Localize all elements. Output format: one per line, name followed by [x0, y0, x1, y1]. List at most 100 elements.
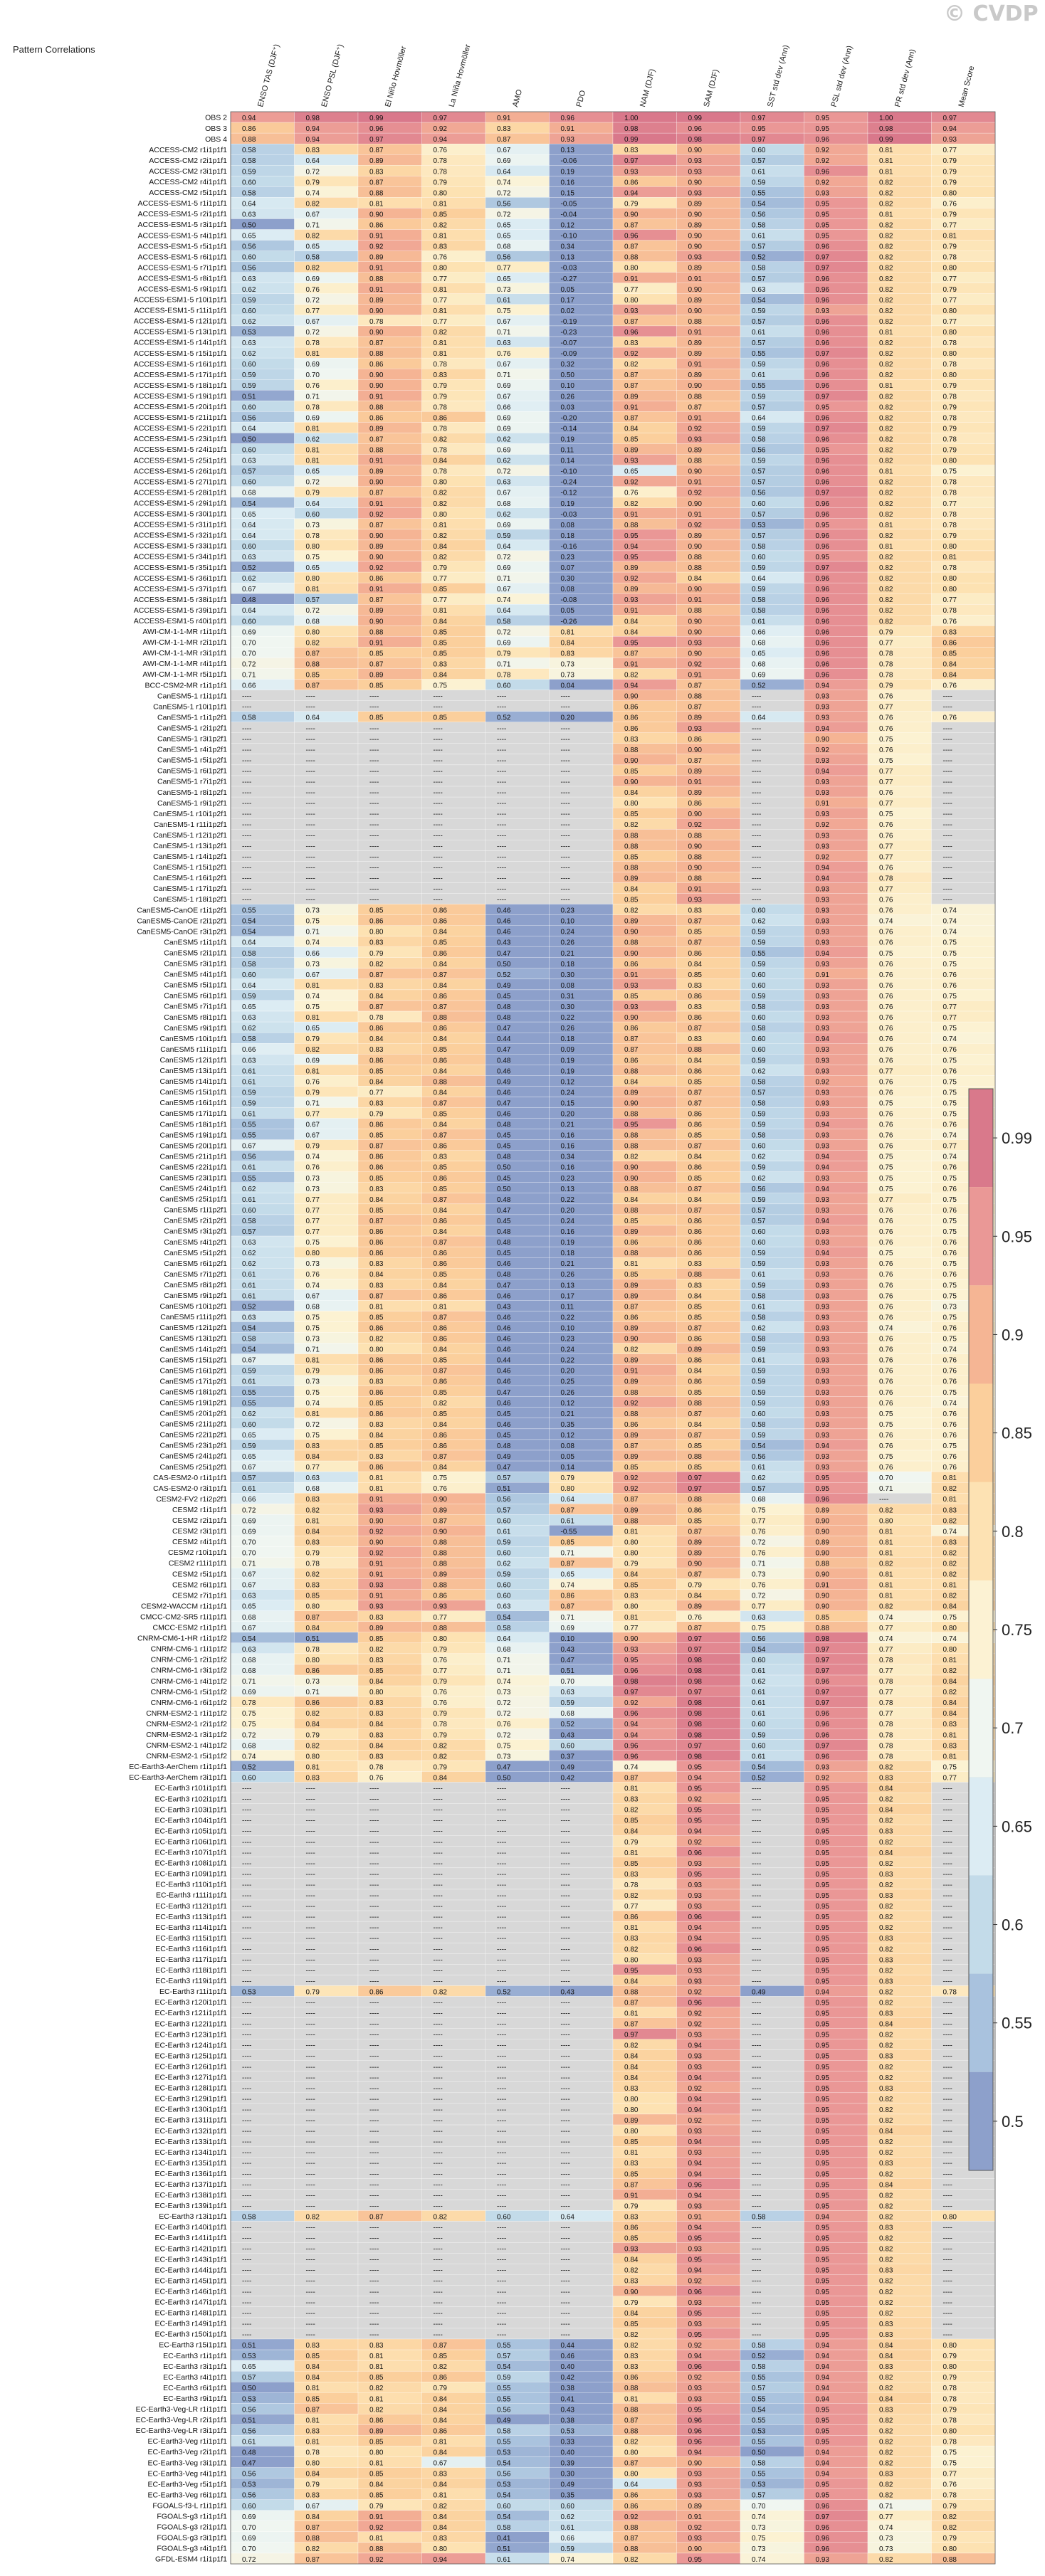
heatmap-cell	[421, 2135, 486, 2147]
heatmap-cell	[867, 872, 932, 883]
heatmap-cell	[230, 401, 295, 412]
heatmap-cell	[676, 154, 741, 166]
cell-value: 0.89	[624, 1292, 639, 1300]
cell-value: 0.88	[688, 853, 703, 861]
cell-value: 0.88	[434, 1549, 448, 1557]
heatmap-cell	[612, 1343, 677, 1354]
cell-value: 0.83	[688, 907, 703, 915]
heatmap-cell	[612, 1985, 677, 1997]
row-label: EC-Earth3 r15i1p1f1	[159, 2341, 227, 2350]
heatmap-cell	[294, 1878, 359, 1890]
heatmap-cell	[357, 604, 422, 616]
heatmap-cell	[230, 1557, 295, 1568]
heatmap-cell	[549, 743, 614, 755]
cell-value: 0.57	[752, 403, 766, 411]
heatmap-cell	[612, 754, 677, 766]
cell-value: 0.98	[688, 1657, 703, 1664]
cell-value: 0.90	[688, 179, 703, 186]
cell-value: 0.86	[688, 1067, 703, 1075]
heatmap-cell	[612, 379, 677, 391]
cell-value: 0.43	[497, 939, 511, 947]
cell-value: 0.96	[816, 243, 830, 251]
cell-value: 0.85	[688, 1175, 703, 1183]
heatmap-cell	[421, 1385, 486, 1397]
cell-value: ----	[561, 693, 570, 701]
cell-value: 0.76	[943, 1324, 957, 1332]
cell-value: ----	[561, 2074, 570, 2082]
cell-value: 0.94	[242, 115, 256, 122]
heatmap-cell	[549, 2221, 614, 2232]
heatmap-cell	[612, 1418, 677, 1430]
cell-value: 0.66	[497, 403, 511, 411]
heatmap-cell	[931, 571, 996, 584]
heatmap-cell	[357, 796, 422, 808]
heatmap-cell	[804, 1825, 868, 1836]
cell-value: ----	[242, 1903, 251, 1911]
heatmap-cell	[612, 325, 677, 337]
row-label: ACCESS-ESM1-5 r30i1p1f1	[134, 510, 227, 519]
heatmap-cell	[612, 1536, 677, 1547]
heatmap-cell	[294, 829, 359, 840]
heatmap-cell	[804, 1718, 868, 1729]
heatmap-cell	[294, 690, 359, 701]
cell-value: 0.95	[816, 222, 830, 230]
row-label: CESM2 r11i1p1f1	[169, 1559, 227, 1568]
heatmap-cell	[421, 304, 486, 316]
heatmap-cell	[421, 1578, 486, 1590]
cell-value: 0.72	[497, 1699, 511, 1707]
heatmap-cell	[485, 315, 550, 327]
cell-value: 0.96	[816, 660, 830, 668]
cell-value: -0.27	[561, 275, 577, 283]
cell-value: 0.92	[816, 746, 830, 754]
heatmap-cell	[421, 1054, 486, 1065]
heatmap-cell	[230, 1428, 295, 1440]
heatmap-cell	[230, 2124, 295, 2136]
heatmap-cell	[357, 914, 422, 926]
heatmap-cell	[294, 1428, 359, 1440]
cell-value: 0.94	[688, 2170, 703, 2178]
heatmap-cell	[676, 604, 741, 616]
heatmap-cell	[867, 1846, 932, 1857]
cell-value: 0.79	[624, 1839, 639, 1847]
row-label: CanESM5 r9i1p1f1	[164, 1024, 227, 1033]
cell-value: 0.86	[369, 918, 384, 926]
row-label: EC-Earth3 r126i1p1f1	[154, 2062, 227, 2071]
heatmap-cell	[485, 240, 550, 251]
heatmap-cell	[421, 1225, 486, 1237]
heatmap-cell	[357, 582, 422, 594]
cell-value: 0.81	[306, 1517, 320, 1525]
heatmap-cell	[294, 529, 359, 541]
heatmap-cell	[867, 2103, 932, 2115]
heatmap-cell	[230, 2210, 295, 2222]
row-label: ACCESS-ESM1-5 r7i1p1f1	[138, 263, 228, 272]
heatmap-cell	[549, 2039, 614, 2050]
cell-value: ----	[434, 1913, 443, 1921]
row-label: ACCESS-ESM1-5 r14i1p1f1	[134, 339, 227, 347]
heatmap-cell	[867, 593, 932, 605]
heatmap-cell	[867, 261, 932, 273]
cell-value: 0.62	[497, 1561, 511, 1568]
heatmap-cell	[357, 690, 422, 701]
cell-value: 0.60	[497, 1517, 511, 1525]
heatmap-cell	[230, 465, 295, 476]
cell-value: 0.83	[879, 2085, 893, 2093]
heatmap-cell	[612, 2071, 677, 2082]
heatmap-cell	[294, 250, 359, 262]
cell-value: 0.82	[306, 1710, 320, 1718]
heatmap-cell	[804, 1996, 868, 2007]
heatmap-cell	[549, 1450, 614, 1462]
heatmap-cell	[804, 1964, 868, 1975]
heatmap-cell	[740, 2092, 804, 2104]
cell-value: 0.86	[434, 1250, 448, 1257]
heatmap-cell	[485, 1246, 550, 1258]
heatmap-cell	[421, 1000, 486, 1012]
heatmap-cell	[549, 111, 614, 123]
heatmap-cell	[357, 1321, 422, 1333]
cell-value: 0.76	[943, 1357, 957, 1365]
heatmap-cell	[676, 893, 741, 904]
heatmap-cell	[612, 925, 677, 936]
cell-value: 0.67	[242, 1582, 256, 1590]
heatmap-cell	[867, 1600, 932, 1611]
row-label: ACCESS-ESM1-5 r38i1p1f1	[134, 596, 227, 604]
